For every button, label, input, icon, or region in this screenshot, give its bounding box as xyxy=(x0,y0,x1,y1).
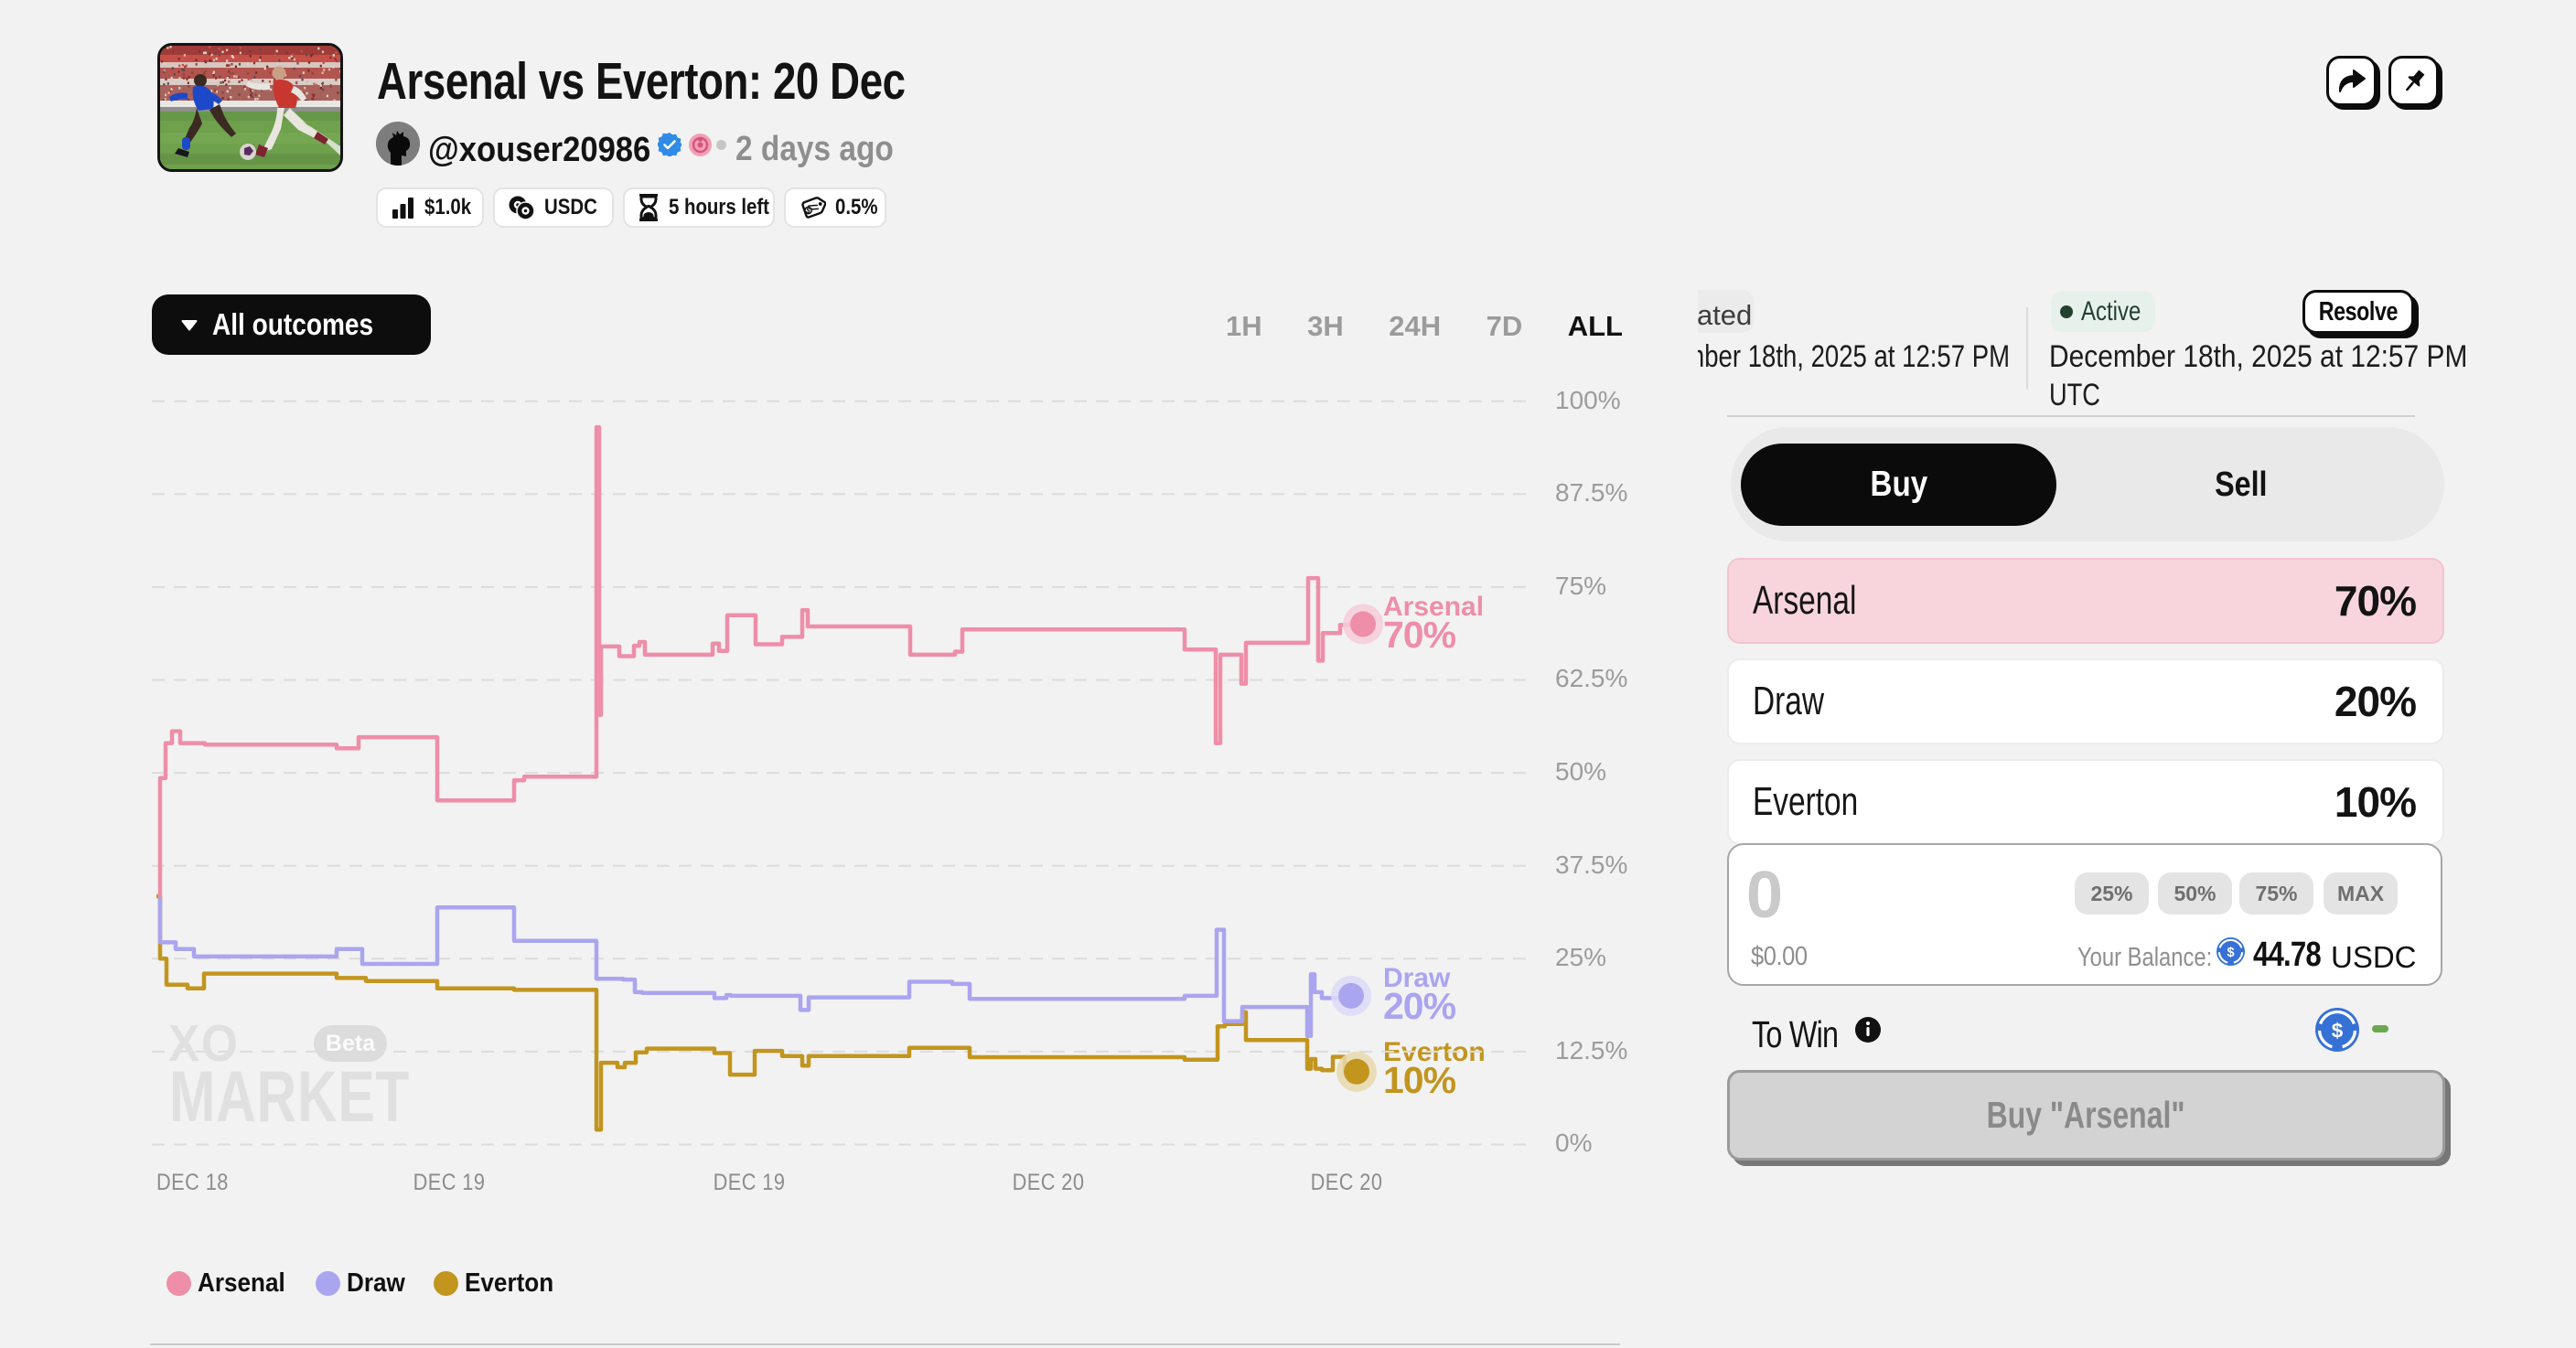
svg-text:$: $ xyxy=(805,206,811,215)
svg-text:$: $ xyxy=(2332,1019,2344,1042)
svg-text:$: $ xyxy=(2227,946,2234,960)
